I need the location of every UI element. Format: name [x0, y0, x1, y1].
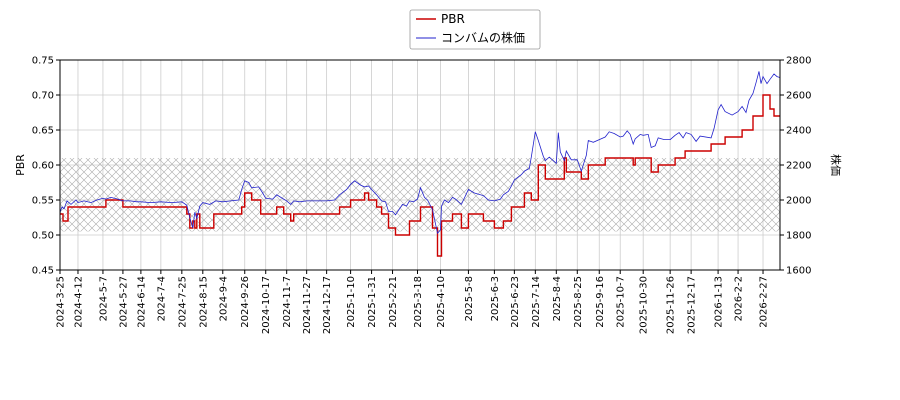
y-left-tick-label: 0.45: [32, 266, 54, 277]
y-right-tick-label: 2800: [786, 56, 811, 67]
x-tick-label: 2024-12-17: [322, 276, 333, 334]
x-tick-label: 2024-5-27: [118, 276, 129, 328]
legend: PBR コンバムの株価: [409, 9, 541, 50]
x-tick-label: 2026-1-13: [714, 276, 725, 328]
y-left-tick-label: 0.55: [32, 196, 54, 207]
x-tick-label: 2025-1-31: [367, 276, 378, 328]
x-tick-label: 2024-3-25: [56, 276, 67, 328]
x-tick-label: 2025-8-4: [552, 276, 563, 321]
x-tick-label: 2025-3-18: [413, 276, 424, 328]
y-axis-left: 0.45 0.50 0.55 0.60 0.65 0.70 0.75: [32, 56, 60, 277]
y-axis-right: 1600 1800 2000 2200 2400 2600 2800: [780, 56, 811, 277]
x-tick-label: 2024-9-4: [218, 276, 229, 321]
y-right-tick-label: 2400: [786, 126, 811, 137]
x-tick-label: 2026-2-2: [734, 276, 745, 321]
legend-label-pbr: PBR: [441, 12, 465, 26]
y-left-tick-label: 0.50: [32, 231, 54, 242]
x-tick-label: 2024-9-26: [240, 276, 251, 328]
x-axis: 2024-3-25 2024-4-12 2024-5-7 2024-5-27 2024-…: [56, 270, 770, 334]
x-tick-label: 2024-7-4: [156, 276, 167, 321]
x-tick-label: 2024-7-25: [177, 276, 188, 328]
x-tick-label: 2024-10-17: [261, 276, 272, 334]
x-tick-label: 2025-10-7: [616, 276, 627, 328]
y-right-tick-label: 2000: [786, 196, 811, 207]
x-tick-label: 2025-6-23: [510, 276, 521, 328]
y-right-tick-label: 1600: [786, 266, 811, 277]
x-tick-label: 2024-11-27: [302, 276, 313, 334]
series-line-pbr: [60, 94, 780, 257]
x-tick-label: 2025-12-17: [687, 276, 698, 334]
x-tick-label: 2025-9-16: [595, 276, 606, 328]
x-tick-label: 2025-10-30: [639, 276, 650, 334]
y-axis-left-label: PBR: [14, 154, 27, 176]
x-tick-label: 2024-8-15: [198, 276, 209, 328]
x-tick-label: 2024-6-14: [136, 276, 147, 328]
x-tick-label: 2024-4-12: [73, 276, 84, 328]
y-right-tick-label: 2200: [786, 161, 811, 172]
x-tick-label: 2025-4-10: [436, 276, 447, 328]
y-left-tick-label: 0.60: [32, 161, 54, 172]
y-left-tick-label: 0.75: [32, 56, 54, 67]
series-line-price: [60, 71, 780, 235]
series-lines: [60, 71, 780, 257]
x-tick-label: 2025-6-3: [490, 276, 501, 321]
x-tick-label: 2025-1-10: [346, 276, 357, 328]
y-right-tick-label: 1800: [786, 231, 811, 242]
x-tick-label: 2025-11-26: [666, 276, 677, 334]
x-tick-label: 2025-7-14: [531, 276, 542, 328]
x-tick-label: 2025-2-21: [388, 276, 399, 328]
x-tick-label: 2025-5-8: [464, 276, 475, 321]
x-tick-label: 2026-2-27: [759, 276, 770, 328]
x-tick-label: 2024-11-7: [282, 276, 293, 328]
x-tick-label: 2024-5-7: [98, 276, 109, 321]
y-left-tick-label: 0.65: [32, 126, 54, 137]
legend-label-price: コンバムの株価: [441, 30, 525, 45]
y-right-tick-label: 2600: [786, 91, 811, 102]
x-tick-label: 2025-8-25: [573, 276, 584, 328]
y-left-tick-label: 0.70: [32, 91, 54, 102]
y-axis-right-label: 株価: [829, 154, 843, 176]
legend-box: [409, 9, 541, 50]
